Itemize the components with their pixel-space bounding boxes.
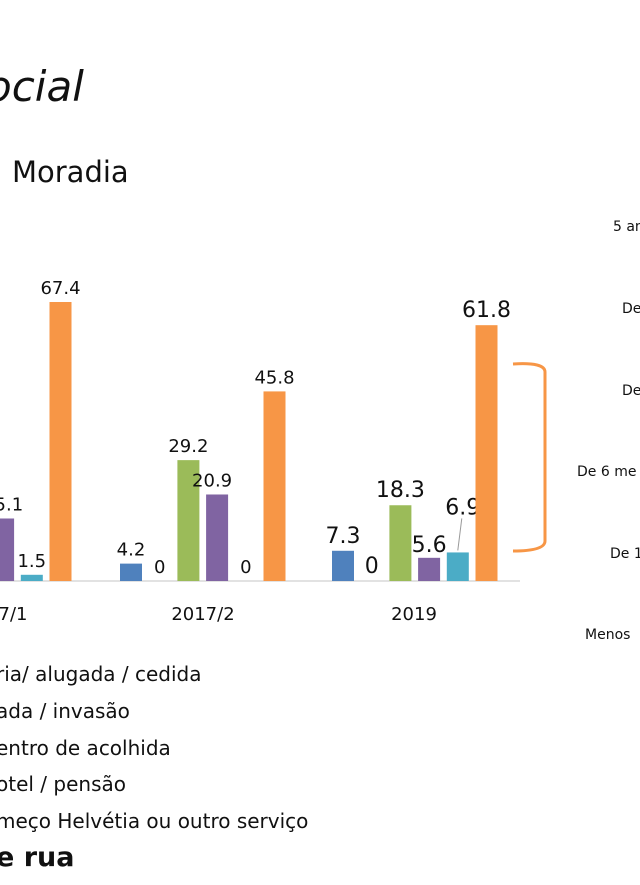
side-label: De [622,301,640,317]
data-label: 67.4 [40,278,80,299]
legend-heading: e rua [0,842,75,873]
legend-item-own-rented: ria/ alugada / cedida [0,662,202,686]
category-label: 2017/2 [171,604,234,625]
bar [263,391,286,581]
category-label: 7/1 [0,604,27,625]
page-title: ocial [0,62,84,111]
data-label: 61.8 [462,298,511,323]
bar [49,302,72,581]
side-label: De 6 me [577,464,637,480]
data-label: 18.3 [376,478,425,503]
legend-item-occupied: ada / invasão [0,699,130,723]
side-label: 5 an [613,219,640,235]
bar [120,563,142,581]
data-label: 0 [365,554,379,579]
data-label: 5.6 [412,533,447,558]
side-label: Menos [585,627,631,643]
bar [20,574,43,581]
side-label: De 1 [610,546,640,562]
bar [475,325,498,581]
legend-item-hotel: otel / pensão [0,772,126,796]
data-label: 6.9 [445,495,480,520]
data-label: 0 [154,557,165,578]
side-label: De [622,383,640,399]
data-label: 0 [240,557,251,578]
bar [389,505,412,581]
bracket-annotation [512,362,547,553]
legend-item-service: meço Helvétia ou outro serviço [0,809,309,833]
bar [446,552,469,581]
category-label: 2019 [391,604,437,625]
bar [206,494,229,581]
data-label: 4.2 [117,540,146,561]
data-label: 29.2 [168,436,208,457]
data-label: 1.5 [17,551,46,572]
bar [332,550,354,581]
chart-subtitle: Moradia [12,155,129,189]
leader-line [457,518,463,551]
data-label: 7.3 [326,524,361,549]
bar [418,557,441,581]
data-label: 45.8 [254,367,294,388]
legend-item-shelter: entro de acolhida [0,736,171,760]
data-label: 15.1 [0,494,23,515]
bar [177,460,200,581]
bar [0,518,15,581]
data-label: 20.9 [192,470,232,491]
